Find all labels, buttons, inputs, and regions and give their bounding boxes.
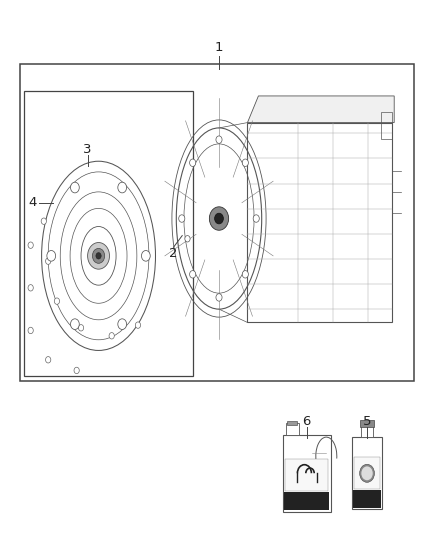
Text: 4: 4 <box>28 196 37 209</box>
Bar <box>283 435 331 512</box>
Circle shape <box>185 236 190 242</box>
Bar <box>286 423 299 435</box>
Circle shape <box>361 466 373 480</box>
Bar <box>361 424 373 437</box>
Text: 2: 2 <box>169 247 178 260</box>
Circle shape <box>28 242 33 248</box>
Bar <box>354 457 380 489</box>
Circle shape <box>209 207 229 230</box>
Bar <box>287 421 297 425</box>
Circle shape <box>216 136 222 143</box>
Circle shape <box>216 294 222 301</box>
Circle shape <box>109 333 114 339</box>
Circle shape <box>28 327 33 334</box>
Bar <box>285 458 328 491</box>
Circle shape <box>71 182 79 193</box>
Circle shape <box>360 464 374 482</box>
Circle shape <box>135 322 141 328</box>
Polygon shape <box>247 96 394 123</box>
Bar <box>20 64 414 381</box>
Circle shape <box>118 319 127 329</box>
Bar <box>353 490 381 507</box>
Circle shape <box>47 251 56 261</box>
Text: 1: 1 <box>215 42 223 54</box>
Circle shape <box>71 319 79 329</box>
Circle shape <box>41 218 46 224</box>
Text: 6: 6 <box>302 415 311 427</box>
Circle shape <box>88 243 110 269</box>
Bar <box>360 420 374 426</box>
Circle shape <box>118 182 127 193</box>
Circle shape <box>46 357 51 363</box>
Bar <box>381 112 392 139</box>
Bar <box>284 492 329 510</box>
Text: 3: 3 <box>83 143 92 156</box>
Circle shape <box>242 271 248 278</box>
Circle shape <box>215 213 223 224</box>
Circle shape <box>190 159 196 166</box>
Circle shape <box>96 253 101 259</box>
Circle shape <box>46 258 51 264</box>
Circle shape <box>179 215 185 222</box>
Circle shape <box>74 367 79 374</box>
Circle shape <box>54 298 60 304</box>
Circle shape <box>190 271 196 278</box>
Bar <box>247 123 392 322</box>
Circle shape <box>92 248 105 263</box>
Bar <box>24 91 193 376</box>
Circle shape <box>253 215 259 222</box>
Circle shape <box>78 325 84 331</box>
Bar <box>352 437 382 510</box>
Text: 5: 5 <box>363 415 371 427</box>
Circle shape <box>141 251 150 261</box>
Circle shape <box>28 285 33 291</box>
Circle shape <box>242 159 248 166</box>
